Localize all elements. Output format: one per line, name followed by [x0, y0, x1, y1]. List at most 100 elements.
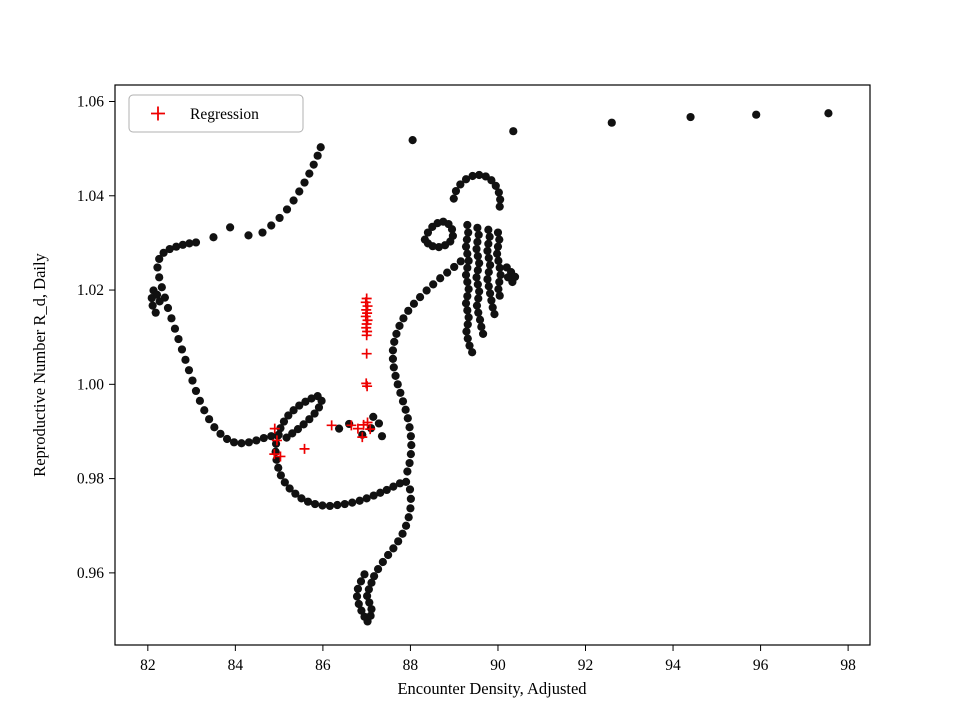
plus-marker: [269, 423, 280, 434]
scatter-point: [366, 611, 375, 620]
scatter-point: [403, 467, 412, 476]
scatter-point: [450, 262, 459, 272]
scatter-point: [244, 438, 254, 447]
scatter-point: [159, 248, 168, 257]
scatter-point: [275, 213, 284, 223]
scatter-point: [353, 584, 363, 594]
scatter-point: [280, 478, 289, 487]
scatter-point: [369, 491, 378, 500]
scatter-point: [463, 220, 472, 230]
scatter-point: [415, 293, 425, 302]
scatter-point: [152, 290, 162, 299]
scatter-point: [468, 171, 477, 181]
scatter-point: [289, 406, 298, 415]
scatter-point: [274, 463, 283, 472]
legend: Regression: [128, 94, 304, 133]
scatter-point: [313, 151, 322, 160]
plus-marker: [362, 381, 373, 392]
scatter-point: [465, 341, 474, 350]
scatter-point: [422, 286, 431, 295]
scatter-point: [276, 424, 285, 433]
scatter-point: [456, 257, 465, 266]
scatter-point: [436, 274, 445, 283]
scatter-point: [222, 434, 232, 444]
scatter-point: [377, 432, 387, 441]
scatter-point: [172, 242, 181, 251]
scatter-point: [408, 136, 417, 145]
scatter-point: [354, 599, 363, 609]
scatter-point: [393, 380, 402, 389]
scatter-point: [174, 334, 183, 344]
scatter-point: [285, 484, 294, 493]
scatter-point: [493, 228, 503, 237]
scatter-point: [443, 268, 452, 277]
scatter-point: [374, 419, 384, 428]
scatter-point: [362, 494, 371, 503]
scatter-point: [461, 299, 471, 308]
scatter-point: [473, 266, 482, 275]
scatter-point: [447, 225, 457, 234]
scatter-point: [195, 396, 205, 405]
scatter-point: [226, 223, 235, 232]
scatter-point: [363, 591, 372, 601]
scatter-point: [485, 232, 494, 241]
scatter-point: [409, 299, 419, 308]
scatter-point: [267, 432, 276, 441]
scatter-point: [163, 303, 173, 313]
scatter-point: [370, 572, 379, 581]
scatter-point: [300, 178, 309, 187]
scatter-point: [276, 471, 285, 480]
scatter-point: [205, 415, 214, 424]
scatter-point: [495, 263, 504, 272]
scatter-point: [463, 249, 472, 258]
plus-marker: [362, 417, 373, 428]
scatter-point: [373, 565, 383, 574]
plus-marker: [365, 424, 376, 435]
scatter-point: [464, 313, 473, 322]
y-tick-label: 0.96: [77, 565, 104, 582]
scatter-point: [461, 270, 471, 280]
scatter-point: [317, 396, 326, 405]
scatter-point: [406, 449, 415, 459]
scatter-point: [423, 239, 433, 248]
scatter-point: [495, 235, 504, 244]
scatter-point: [484, 239, 493, 248]
plus-marker: [275, 451, 286, 462]
scatter-point: [464, 285, 473, 294]
scatter-point: [271, 439, 281, 448]
scatter-point: [259, 433, 268, 443]
series-trajectory: [147, 109, 833, 626]
scatter-point: [406, 494, 415, 503]
scatter-point: [475, 170, 484, 180]
scatter-point: [463, 306, 472, 315]
plus-marker: [361, 330, 372, 341]
scatter-point: [340, 499, 349, 509]
scatter-point: [284, 411, 293, 420]
scatter-point: [389, 363, 398, 372]
plus-marker: [361, 348, 372, 359]
scatter-point: [496, 195, 505, 204]
scatter-point: [191, 238, 201, 247]
scatter-point: [405, 458, 414, 468]
scatter-point: [395, 479, 405, 488]
plus-marker: [352, 423, 363, 434]
scatter-point: [472, 273, 481, 282]
scatter-point: [384, 550, 393, 560]
legend-label: Regression: [190, 106, 259, 123]
scatter-point: [406, 504, 415, 513]
scatter-point: [356, 577, 366, 586]
scatter-point: [496, 270, 505, 280]
scatter-point: [309, 160, 318, 169]
scatter-point: [295, 401, 304, 410]
scatter-point: [752, 110, 761, 119]
scatter-point: [297, 494, 306, 503]
y-tick-label: 1.06: [77, 93, 104, 110]
scatter-point: [348, 498, 357, 507]
axis-ticks: 82 84 86 88 90 92 94 96 98 0.96 0.98 1.00 1.02 1.04 1.…: [77, 93, 856, 674]
plot-area: [115, 85, 870, 645]
scatter-point: [462, 235, 471, 244]
scatter-point: [369, 412, 378, 421]
scatter-point: [334, 424, 344, 433]
scatter-point: [165, 244, 174, 254]
